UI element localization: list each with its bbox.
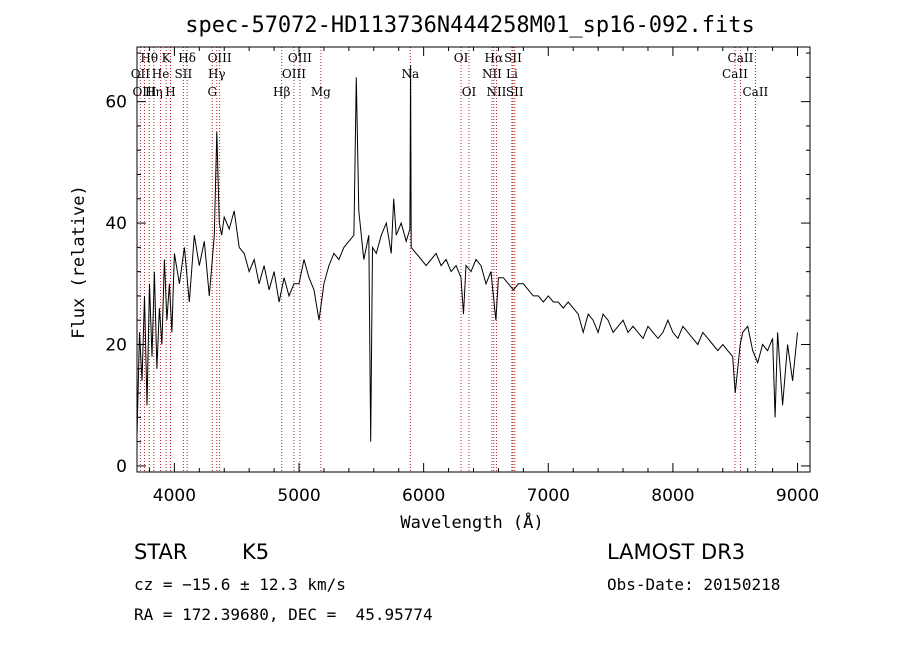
chart-title: spec-57072-HD113736N444258M01_sp16-092.f… xyxy=(185,13,755,38)
x-tick-label: 4000 xyxy=(153,486,196,506)
line-marker-label: NII xyxy=(486,85,506,99)
line-marker-label: K xyxy=(162,51,172,65)
line-marker-label: Hα xyxy=(485,51,504,65)
plot-frame xyxy=(136,46,811,473)
line-markers xyxy=(139,47,756,472)
coordinates: RA = 172.39680, DEC = 45.95774 xyxy=(134,605,433,624)
x-tick-label: 5000 xyxy=(277,486,320,506)
line-marker-label: OIII xyxy=(282,67,306,81)
line-marker-label: H xyxy=(165,85,175,99)
line-marker-label: SII xyxy=(506,85,524,99)
line-marker-label: Li xyxy=(506,67,518,81)
x-axis-label: Wavelength (Å) xyxy=(400,511,543,533)
x-tick-label: 7000 xyxy=(527,486,570,506)
line-marker-label: Hβ xyxy=(273,85,290,99)
object-class: STAR xyxy=(134,540,188,564)
line-marker-label: Hδ xyxy=(178,51,196,65)
line-marker-label: OI xyxy=(462,85,477,99)
line-marker-label: He xyxy=(152,67,170,81)
line-marker-label: CaII xyxy=(722,67,748,81)
y-tick-label: 0 xyxy=(116,457,127,477)
line-marker-label: SII xyxy=(175,67,193,81)
line-marker-label: OI xyxy=(454,51,469,65)
y-tick-label: 20 xyxy=(105,336,127,356)
observation-date: Obs-Date: 20150218 xyxy=(607,575,781,594)
y-axis-label: Flux (relative) xyxy=(69,185,89,339)
line-marker-label: OII xyxy=(131,67,151,81)
line-marker-label: OIII xyxy=(288,51,312,65)
axis-tick-labels: 4000 5000 6000 7000 8000 9000 0 20 40 60 xyxy=(105,93,819,506)
y-tick-label: 60 xyxy=(105,93,127,113)
redshift-cz: cz = −15.6 ± 12.3 km/s xyxy=(134,575,346,594)
x-tick-label: 9000 xyxy=(776,486,819,506)
line-marker-label: Mg xyxy=(311,85,331,99)
line-marker-label: OIII xyxy=(208,51,232,65)
line-marker-labels: HθOIIOIIIHeHηKHSIIHδGOIIIHγHβOIIIOIIIMgN… xyxy=(131,51,769,99)
x-tick-label: 6000 xyxy=(402,486,445,506)
line-marker-label: Hγ xyxy=(208,67,226,81)
line-marker-label: G xyxy=(207,85,217,99)
line-marker-label: SII xyxy=(504,51,522,65)
y-tick-label: 40 xyxy=(105,214,127,234)
line-marker-label: NII xyxy=(482,67,502,81)
line-marker-label: CaII xyxy=(742,85,768,99)
line-marker-label: Hη xyxy=(145,85,163,99)
line-marker-label: OIII xyxy=(132,85,156,99)
x-tick-label: 8000 xyxy=(651,486,694,506)
axis-ticks xyxy=(137,47,810,472)
spectrum-line xyxy=(136,65,798,442)
line-marker-label: CaII xyxy=(728,51,754,65)
line-marker-label: Hθ xyxy=(140,51,158,65)
object-subclass: K5 xyxy=(242,540,270,564)
survey-name: LAMOST DR3 xyxy=(607,540,746,564)
